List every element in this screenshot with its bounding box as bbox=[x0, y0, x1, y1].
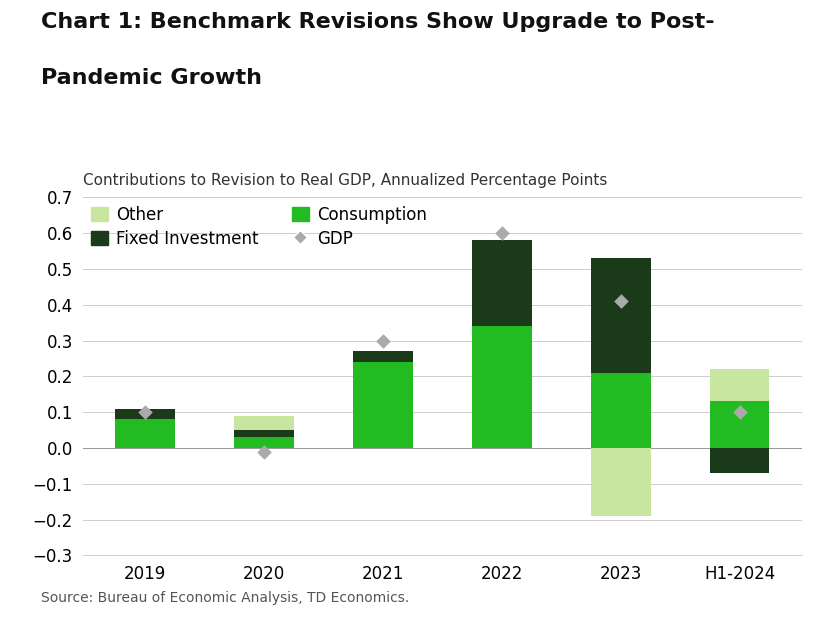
Bar bbox=[234, 416, 294, 430]
Bar bbox=[591, 259, 651, 373]
Bar bbox=[353, 351, 413, 362]
Point bbox=[614, 296, 628, 306]
Bar bbox=[591, 448, 651, 516]
Text: Chart 1: Benchmark Revisions Show Upgrade to Post-: Chart 1: Benchmark Revisions Show Upgrad… bbox=[41, 12, 715, 32]
Bar bbox=[234, 430, 294, 437]
Point bbox=[138, 407, 151, 417]
Bar bbox=[710, 369, 769, 402]
Bar bbox=[710, 402, 769, 448]
Point bbox=[495, 228, 509, 238]
Text: Source: Bureau of Economic Analysis, TD Economics.: Source: Bureau of Economic Analysis, TD … bbox=[41, 590, 409, 605]
Bar bbox=[116, 420, 174, 448]
Bar bbox=[234, 437, 294, 448]
Bar bbox=[710, 448, 769, 473]
Bar bbox=[353, 362, 413, 448]
Text: Pandemic Growth: Pandemic Growth bbox=[41, 68, 262, 88]
Point bbox=[257, 447, 270, 457]
Legend: Other, Fixed Investment, Consumption, GDP: Other, Fixed Investment, Consumption, GD… bbox=[91, 206, 427, 247]
Bar bbox=[472, 326, 532, 448]
Bar bbox=[116, 408, 174, 420]
Point bbox=[376, 336, 390, 346]
Bar bbox=[591, 373, 651, 448]
Bar bbox=[472, 241, 532, 326]
Point bbox=[734, 407, 747, 417]
Text: Contributions to Revision to Real GDP, Annualized Percentage Points: Contributions to Revision to Real GDP, A… bbox=[83, 173, 607, 188]
